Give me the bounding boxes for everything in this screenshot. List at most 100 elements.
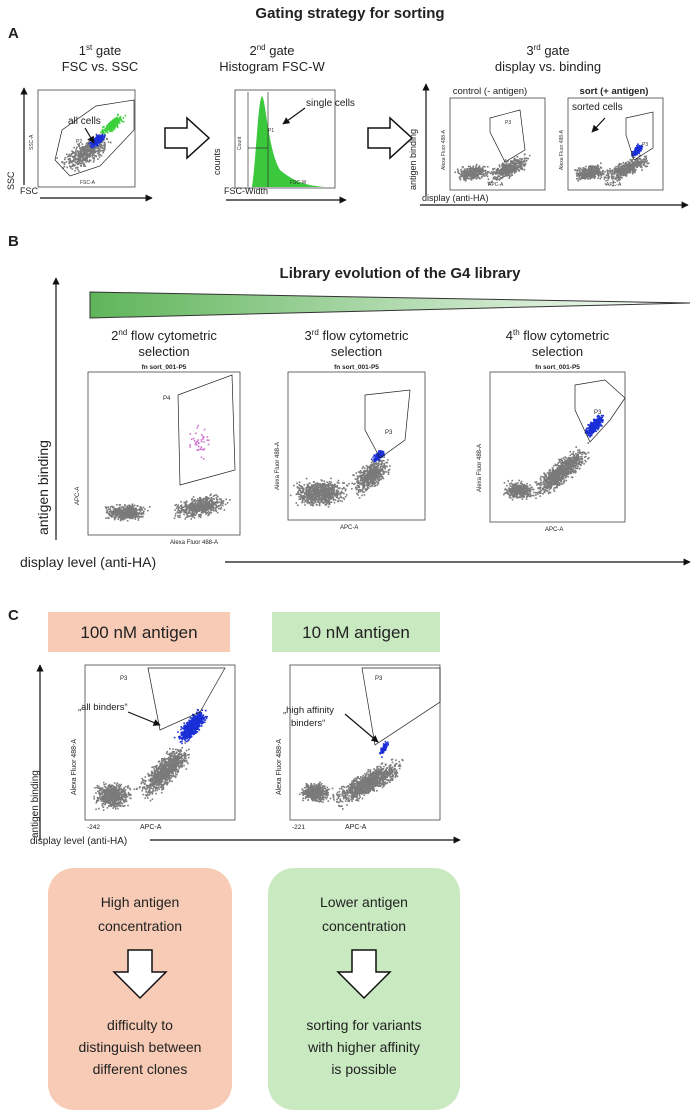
event-dot xyxy=(462,177,465,180)
event-dot xyxy=(307,487,310,489)
event-dot xyxy=(473,171,475,174)
event-dot xyxy=(210,499,213,502)
event-dot xyxy=(106,126,108,129)
event-dot xyxy=(600,162,602,164)
event-dot xyxy=(328,500,331,503)
event-dot xyxy=(76,166,79,169)
event-dot xyxy=(102,126,104,129)
event-dot xyxy=(329,483,332,485)
event-dot xyxy=(109,129,112,132)
event-dot xyxy=(107,124,109,127)
event-dot xyxy=(341,491,344,494)
event-dot xyxy=(511,170,514,172)
event-dot xyxy=(629,170,632,172)
event-dot xyxy=(97,144,99,147)
event-dot xyxy=(604,183,607,185)
event-dot xyxy=(114,516,117,519)
event-dot xyxy=(634,148,637,151)
event-dot xyxy=(89,154,91,156)
event-dot xyxy=(139,508,141,511)
event-dot xyxy=(212,498,215,500)
event-dot xyxy=(301,495,303,497)
event-dot xyxy=(107,127,110,130)
event-dot xyxy=(620,173,623,175)
event-dot xyxy=(515,163,518,165)
event-dot xyxy=(343,487,345,490)
event-dot xyxy=(105,511,108,514)
event-dot xyxy=(335,489,338,492)
event-dot xyxy=(313,486,316,489)
event-dot xyxy=(299,487,301,490)
event-dot xyxy=(312,497,315,500)
event-dot xyxy=(96,144,98,147)
event-dot xyxy=(336,496,339,499)
event-dot xyxy=(327,501,330,504)
event-dot xyxy=(88,159,91,161)
event-dot xyxy=(100,154,103,157)
event-dot xyxy=(105,506,108,509)
event-dot xyxy=(456,168,459,171)
event-dot xyxy=(189,446,191,448)
event-dot xyxy=(119,515,121,518)
event-dot xyxy=(109,506,112,508)
event-dot xyxy=(85,155,87,158)
event-dot xyxy=(363,480,365,483)
event-dot xyxy=(143,510,145,513)
event-dot xyxy=(584,170,586,173)
event-dot xyxy=(127,516,129,518)
event-dot xyxy=(593,174,595,176)
event-dot xyxy=(646,165,648,168)
event-dot xyxy=(200,446,203,448)
event-dot xyxy=(470,179,473,181)
event-dot xyxy=(491,180,493,183)
event-dot xyxy=(508,169,510,171)
event-dot xyxy=(304,499,306,502)
event-dot xyxy=(83,154,86,157)
event-dot xyxy=(125,512,128,514)
event-dot xyxy=(99,138,101,140)
event-dot xyxy=(486,166,489,168)
event-dot xyxy=(192,496,195,498)
event-dot xyxy=(625,170,627,173)
event-dot xyxy=(458,176,461,178)
event-dot xyxy=(193,509,196,512)
event-dot xyxy=(68,158,70,161)
event-dot xyxy=(99,145,101,147)
event-dot xyxy=(98,152,101,154)
event-dot xyxy=(319,491,321,493)
event-dot xyxy=(91,146,94,149)
event-dot xyxy=(367,483,370,486)
event-dot xyxy=(102,139,104,142)
event-dot xyxy=(110,126,113,128)
event-dot xyxy=(76,146,78,148)
event-dot xyxy=(73,158,75,161)
event-dot xyxy=(316,489,319,491)
event-dot xyxy=(492,172,494,174)
event-dot xyxy=(105,517,107,519)
event-dot xyxy=(336,484,339,487)
event-dot xyxy=(319,483,322,485)
event-dot xyxy=(621,169,623,171)
event-dot xyxy=(327,492,330,494)
event-dot xyxy=(299,497,302,499)
event-dot xyxy=(363,479,365,482)
event-dot xyxy=(330,497,333,500)
event-dot xyxy=(96,152,99,154)
event-dot xyxy=(320,485,322,487)
gate xyxy=(54,99,135,177)
event-dot xyxy=(88,155,91,158)
event-dot xyxy=(207,439,210,442)
event-dot xyxy=(478,170,480,173)
event-dot xyxy=(518,163,521,165)
event-dot xyxy=(326,481,328,483)
event-dot xyxy=(636,153,638,156)
event-dot xyxy=(215,510,218,512)
event-dot xyxy=(525,157,528,159)
event-dot xyxy=(75,147,78,150)
event-dot xyxy=(482,169,485,172)
event-dot xyxy=(194,507,197,509)
event-dot xyxy=(197,502,199,504)
event-dot xyxy=(627,165,630,167)
event-dot xyxy=(626,171,628,173)
event-dot xyxy=(95,134,98,137)
